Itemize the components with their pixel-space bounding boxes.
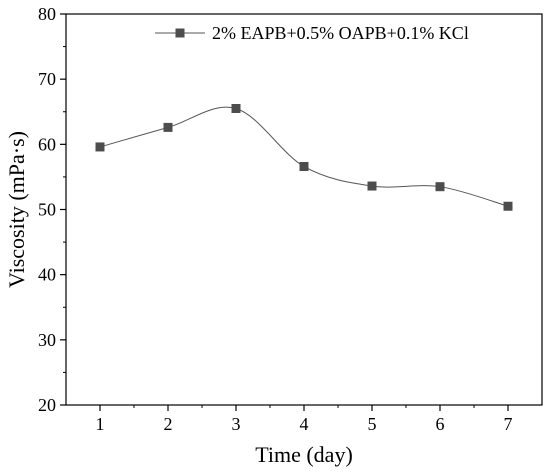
marker-layer xyxy=(95,103,513,211)
x-tick-label: 4 xyxy=(300,414,309,434)
legend-label: 2% EAPB+0.5% OAPB+0.1% KCl xyxy=(212,23,469,43)
y-tick-label: 70 xyxy=(38,69,56,89)
y-tick-label: 40 xyxy=(38,265,56,285)
y-axis-title: Viscosity (mPa·s) xyxy=(4,131,29,288)
x-tick-label: 1 xyxy=(96,414,105,434)
x-tick-label: 3 xyxy=(232,414,241,434)
fit-curve xyxy=(99,106,509,207)
y-tick-label: 60 xyxy=(38,134,56,154)
legend: 2% EAPB+0.5% OAPB+0.1% KCl xyxy=(155,23,469,43)
data-point-marker xyxy=(231,103,241,113)
axes-layer: 1 2 3 4 5 6 7 20 30 40 50 60 70 80 xyxy=(38,4,543,434)
y-tick-label: 50 xyxy=(38,200,56,220)
x-tick-label: 7 xyxy=(504,414,513,434)
x-tick-label: 5 xyxy=(368,414,377,434)
x-tick-label: 2 xyxy=(164,414,173,434)
data-point-marker xyxy=(163,122,173,132)
data-point-marker xyxy=(367,181,377,191)
data-point-marker xyxy=(503,201,513,211)
x-tick-label: 6 xyxy=(436,414,445,434)
data-point-marker xyxy=(435,182,445,192)
y-tick-label: 20 xyxy=(38,395,56,415)
fit-curve-layer xyxy=(99,106,509,207)
plot-frame xyxy=(65,13,543,406)
x-axis-title: Time (day) xyxy=(255,442,353,467)
data-point-marker xyxy=(95,142,105,152)
y-tick-label: 30 xyxy=(38,330,56,350)
data-point-marker xyxy=(299,161,309,171)
legend-marker xyxy=(175,28,185,38)
y-tick-label: 80 xyxy=(38,4,56,24)
